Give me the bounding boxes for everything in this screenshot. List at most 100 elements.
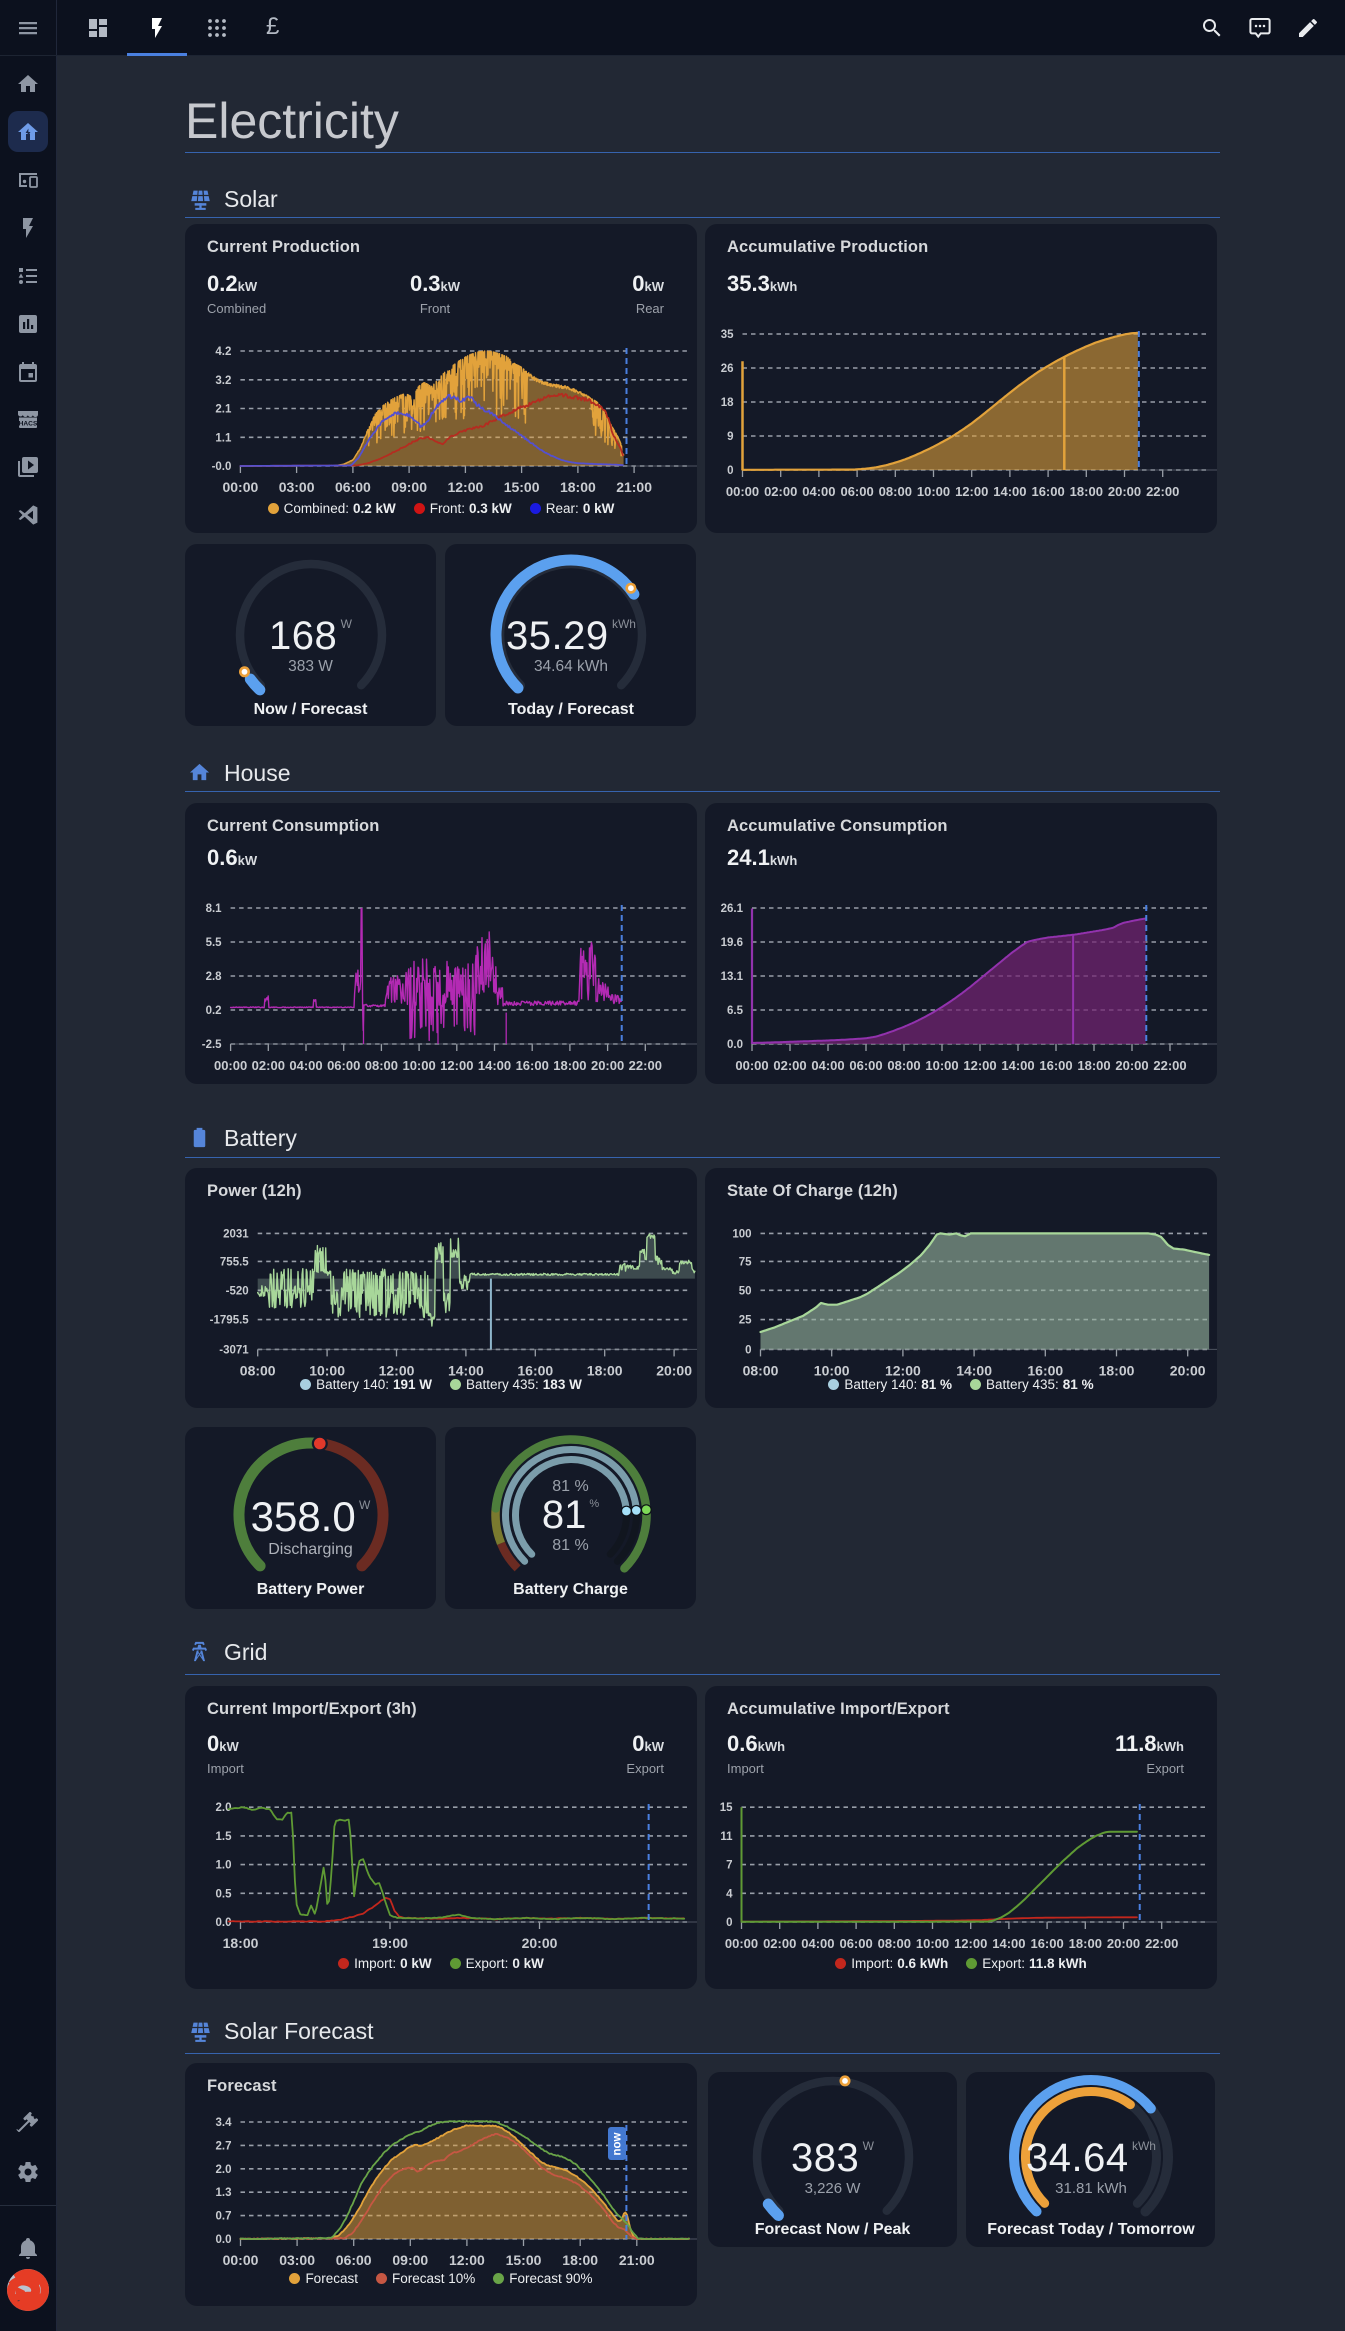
svg-text:22:00: 22:00 (629, 1058, 662, 1073)
svg-text:26.1: 26.1 (721, 903, 744, 915)
svg-text:19.6: 19.6 (721, 937, 743, 949)
svg-text:-2.5: -2.5 (202, 1039, 222, 1051)
svg-text:15:00: 15:00 (504, 479, 540, 495)
svg-text:2.1: 2.1 (215, 404, 232, 416)
svg-text:2.7: 2.7 (216, 2140, 232, 2152)
svg-text:06:00: 06:00 (849, 1058, 882, 1073)
svg-text:0.0: 0.0 (727, 1039, 743, 1051)
svg-text:18:00: 18:00 (553, 1058, 586, 1073)
svg-text:09:00: 09:00 (391, 479, 427, 495)
svg-text:12:00: 12:00 (954, 1936, 987, 1951)
svg-text:06:00: 06:00 (336, 2252, 372, 2268)
svg-text:20:00: 20:00 (522, 1935, 558, 1951)
svg-text:03:00: 03:00 (279, 479, 315, 495)
svg-text:8.1: 8.1 (206, 903, 223, 915)
svg-text:14:00: 14:00 (478, 1058, 511, 1073)
svg-text:20:00: 20:00 (1108, 484, 1141, 499)
svg-text:1.0: 1.0 (216, 1860, 232, 1872)
svg-text:12:00: 12:00 (449, 2252, 485, 2268)
svg-text:-1795.5: -1795.5 (210, 1315, 250, 1327)
svg-text:14:00: 14:00 (993, 484, 1026, 499)
svg-text:13.1: 13.1 (721, 971, 744, 983)
svg-text:2.8: 2.8 (206, 971, 223, 983)
svg-text:00:00: 00:00 (725, 1936, 758, 1951)
svg-text:100: 100 (732, 1228, 751, 1240)
svg-text:26: 26 (721, 363, 734, 375)
svg-text:22:00: 22:00 (1146, 484, 1179, 499)
svg-text:10:00: 10:00 (309, 1362, 345, 1378)
svg-text:0.0: 0.0 (216, 1917, 232, 1929)
svg-text:1.3: 1.3 (216, 2187, 232, 2199)
svg-text:00:00: 00:00 (726, 484, 759, 499)
svg-text:20:00: 20:00 (656, 1362, 692, 1378)
svg-text:0: 0 (726, 1917, 732, 1929)
svg-text:06:00: 06:00 (327, 1058, 360, 1073)
svg-text:0.7: 0.7 (216, 2211, 232, 2223)
svg-text:11: 11 (720, 1831, 733, 1843)
svg-text:0.0: 0.0 (216, 2234, 232, 2246)
svg-text:10:00: 10:00 (916, 1936, 949, 1951)
svg-text:14:00: 14:00 (992, 1936, 1025, 1951)
svg-text:00:00: 00:00 (735, 1058, 768, 1073)
svg-text:1.1: 1.1 (215, 432, 232, 444)
svg-text:22:00: 22:00 (1145, 1936, 1178, 1951)
svg-text:14:00: 14:00 (1001, 1058, 1034, 1073)
svg-text:18:00: 18:00 (587, 1362, 623, 1378)
svg-text:15:00: 15:00 (506, 2252, 542, 2268)
svg-text:35: 35 (721, 329, 734, 341)
svg-text:7: 7 (726, 1860, 732, 1872)
svg-text:12:00: 12:00 (885, 1362, 921, 1378)
svg-text:03:00: 03:00 (279, 2252, 315, 2268)
svg-text:2.0: 2.0 (216, 1802, 232, 1814)
svg-text:12:00: 12:00 (447, 479, 483, 495)
svg-text:20:00: 20:00 (591, 1058, 624, 1073)
svg-text:08:00: 08:00 (878, 1936, 911, 1951)
svg-text:75: 75 (739, 1256, 752, 1268)
svg-text:02:00: 02:00 (252, 1058, 285, 1073)
svg-text:00:00: 00:00 (214, 1058, 247, 1073)
svg-text:20:00: 20:00 (1115, 1058, 1148, 1073)
svg-text:3.2: 3.2 (215, 375, 231, 387)
svg-text:-3071: -3071 (219, 1344, 249, 1356)
svg-text:09:00: 09:00 (392, 2252, 428, 2268)
svg-text:16:00: 16:00 (516, 1058, 549, 1073)
svg-text:10:00: 10:00 (917, 484, 950, 499)
svg-text:10:00: 10:00 (814, 1362, 850, 1378)
svg-text:16:00: 16:00 (1031, 484, 1064, 499)
svg-text:0: 0 (745, 1344, 751, 1356)
svg-text:12:00: 12:00 (440, 1058, 473, 1073)
svg-text:08:00: 08:00 (887, 1058, 920, 1073)
svg-text:18:00: 18:00 (1099, 1362, 1135, 1378)
svg-text:25: 25 (739, 1315, 752, 1327)
svg-text:0.2: 0.2 (206, 1005, 222, 1017)
svg-text:16:00: 16:00 (517, 1362, 553, 1378)
svg-text:00:00: 00:00 (223, 2252, 259, 2268)
svg-text:2.0: 2.0 (216, 2164, 232, 2176)
svg-text:50: 50 (739, 1285, 752, 1297)
svg-text:12:00: 12:00 (379, 1362, 415, 1378)
svg-text:4: 4 (726, 1888, 733, 1900)
svg-text:18:00: 18:00 (560, 479, 596, 495)
svg-text:08:00: 08:00 (240, 1362, 276, 1378)
svg-text:3.4: 3.4 (216, 2117, 233, 2129)
svg-text:10:00: 10:00 (925, 1058, 958, 1073)
svg-text:20:00: 20:00 (1170, 1362, 1206, 1378)
svg-text:4.2: 4.2 (215, 346, 231, 358)
svg-text:06:00: 06:00 (335, 479, 371, 495)
svg-text:18:00: 18:00 (1077, 1058, 1110, 1073)
svg-text:02:00: 02:00 (764, 484, 797, 499)
svg-text:02:00: 02:00 (773, 1058, 806, 1073)
svg-text:06:00: 06:00 (840, 484, 873, 499)
svg-text:19:00: 19:00 (372, 1935, 408, 1951)
svg-text:08:00: 08:00 (879, 484, 912, 499)
svg-text:14:00: 14:00 (956, 1362, 992, 1378)
svg-text:18: 18 (721, 397, 734, 409)
svg-text:0: 0 (727, 465, 733, 477)
svg-text:HACS: HACS (19, 421, 38, 428)
svg-text:2031: 2031 (223, 1228, 249, 1240)
svg-text:04:00: 04:00 (802, 484, 835, 499)
svg-text:02:00: 02:00 (763, 1936, 796, 1951)
svg-text:10:00: 10:00 (402, 1058, 435, 1073)
svg-text:12:00: 12:00 (963, 1058, 996, 1073)
svg-text:04:00: 04:00 (801, 1936, 834, 1951)
